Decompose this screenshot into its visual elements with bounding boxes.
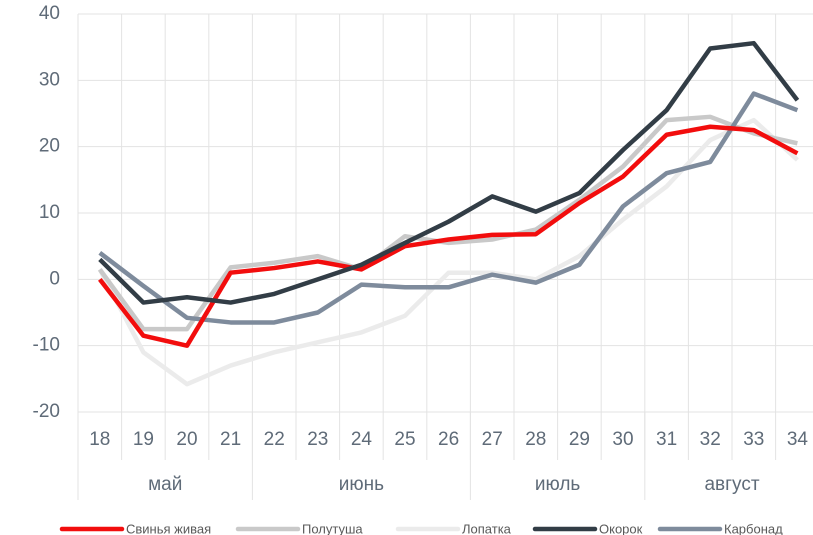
legend-label: Карбонад [724,521,783,535]
series-line [98,91,799,325]
x-tick-label: 24 [351,429,373,450]
y-tick-label: 40 [39,3,60,24]
series-line [98,124,799,348]
y-tick-label: -20 [33,401,60,422]
legend-label: Окорок [599,521,643,535]
x-tick-label: 25 [394,429,415,450]
group-label: июнь [339,474,384,495]
x-tick-label: 26 [438,429,459,450]
series-line [98,40,800,305]
group-label: август [704,474,759,495]
x-tick-label: 29 [569,429,590,450]
x-tick-label: 31 [656,429,677,450]
legend-label: Полутуша [302,521,363,535]
series-line [97,114,798,332]
group-label: май [148,474,182,495]
x-tick-label: 34 [787,429,809,450]
x-tick-label: 27 [482,429,503,450]
legend-label: Свинья живая [126,521,211,535]
y-tick-label: 30 [39,69,60,90]
y-tick-label: 0 [49,268,60,289]
x-tick-label: 33 [743,429,764,450]
x-tick-label: 30 [612,429,633,450]
x-tick-label: 20 [176,429,197,450]
series-line [97,117,799,387]
y-tick-label: 10 [39,202,60,223]
y-tick-label: 20 [39,136,60,157]
legend-label: Лопатка [462,521,512,535]
x-tick-label: 18 [89,429,110,450]
x-tick-label: 28 [525,429,546,450]
x-tick-label: 23 [307,429,328,450]
y-tick-label: -10 [33,335,60,356]
x-tick-label: 19 [133,429,154,450]
x-tick-label: 22 [264,429,285,450]
x-tick-label: 32 [700,429,721,450]
x-tick-label: 21 [220,429,241,450]
group-label: июль [535,474,581,495]
